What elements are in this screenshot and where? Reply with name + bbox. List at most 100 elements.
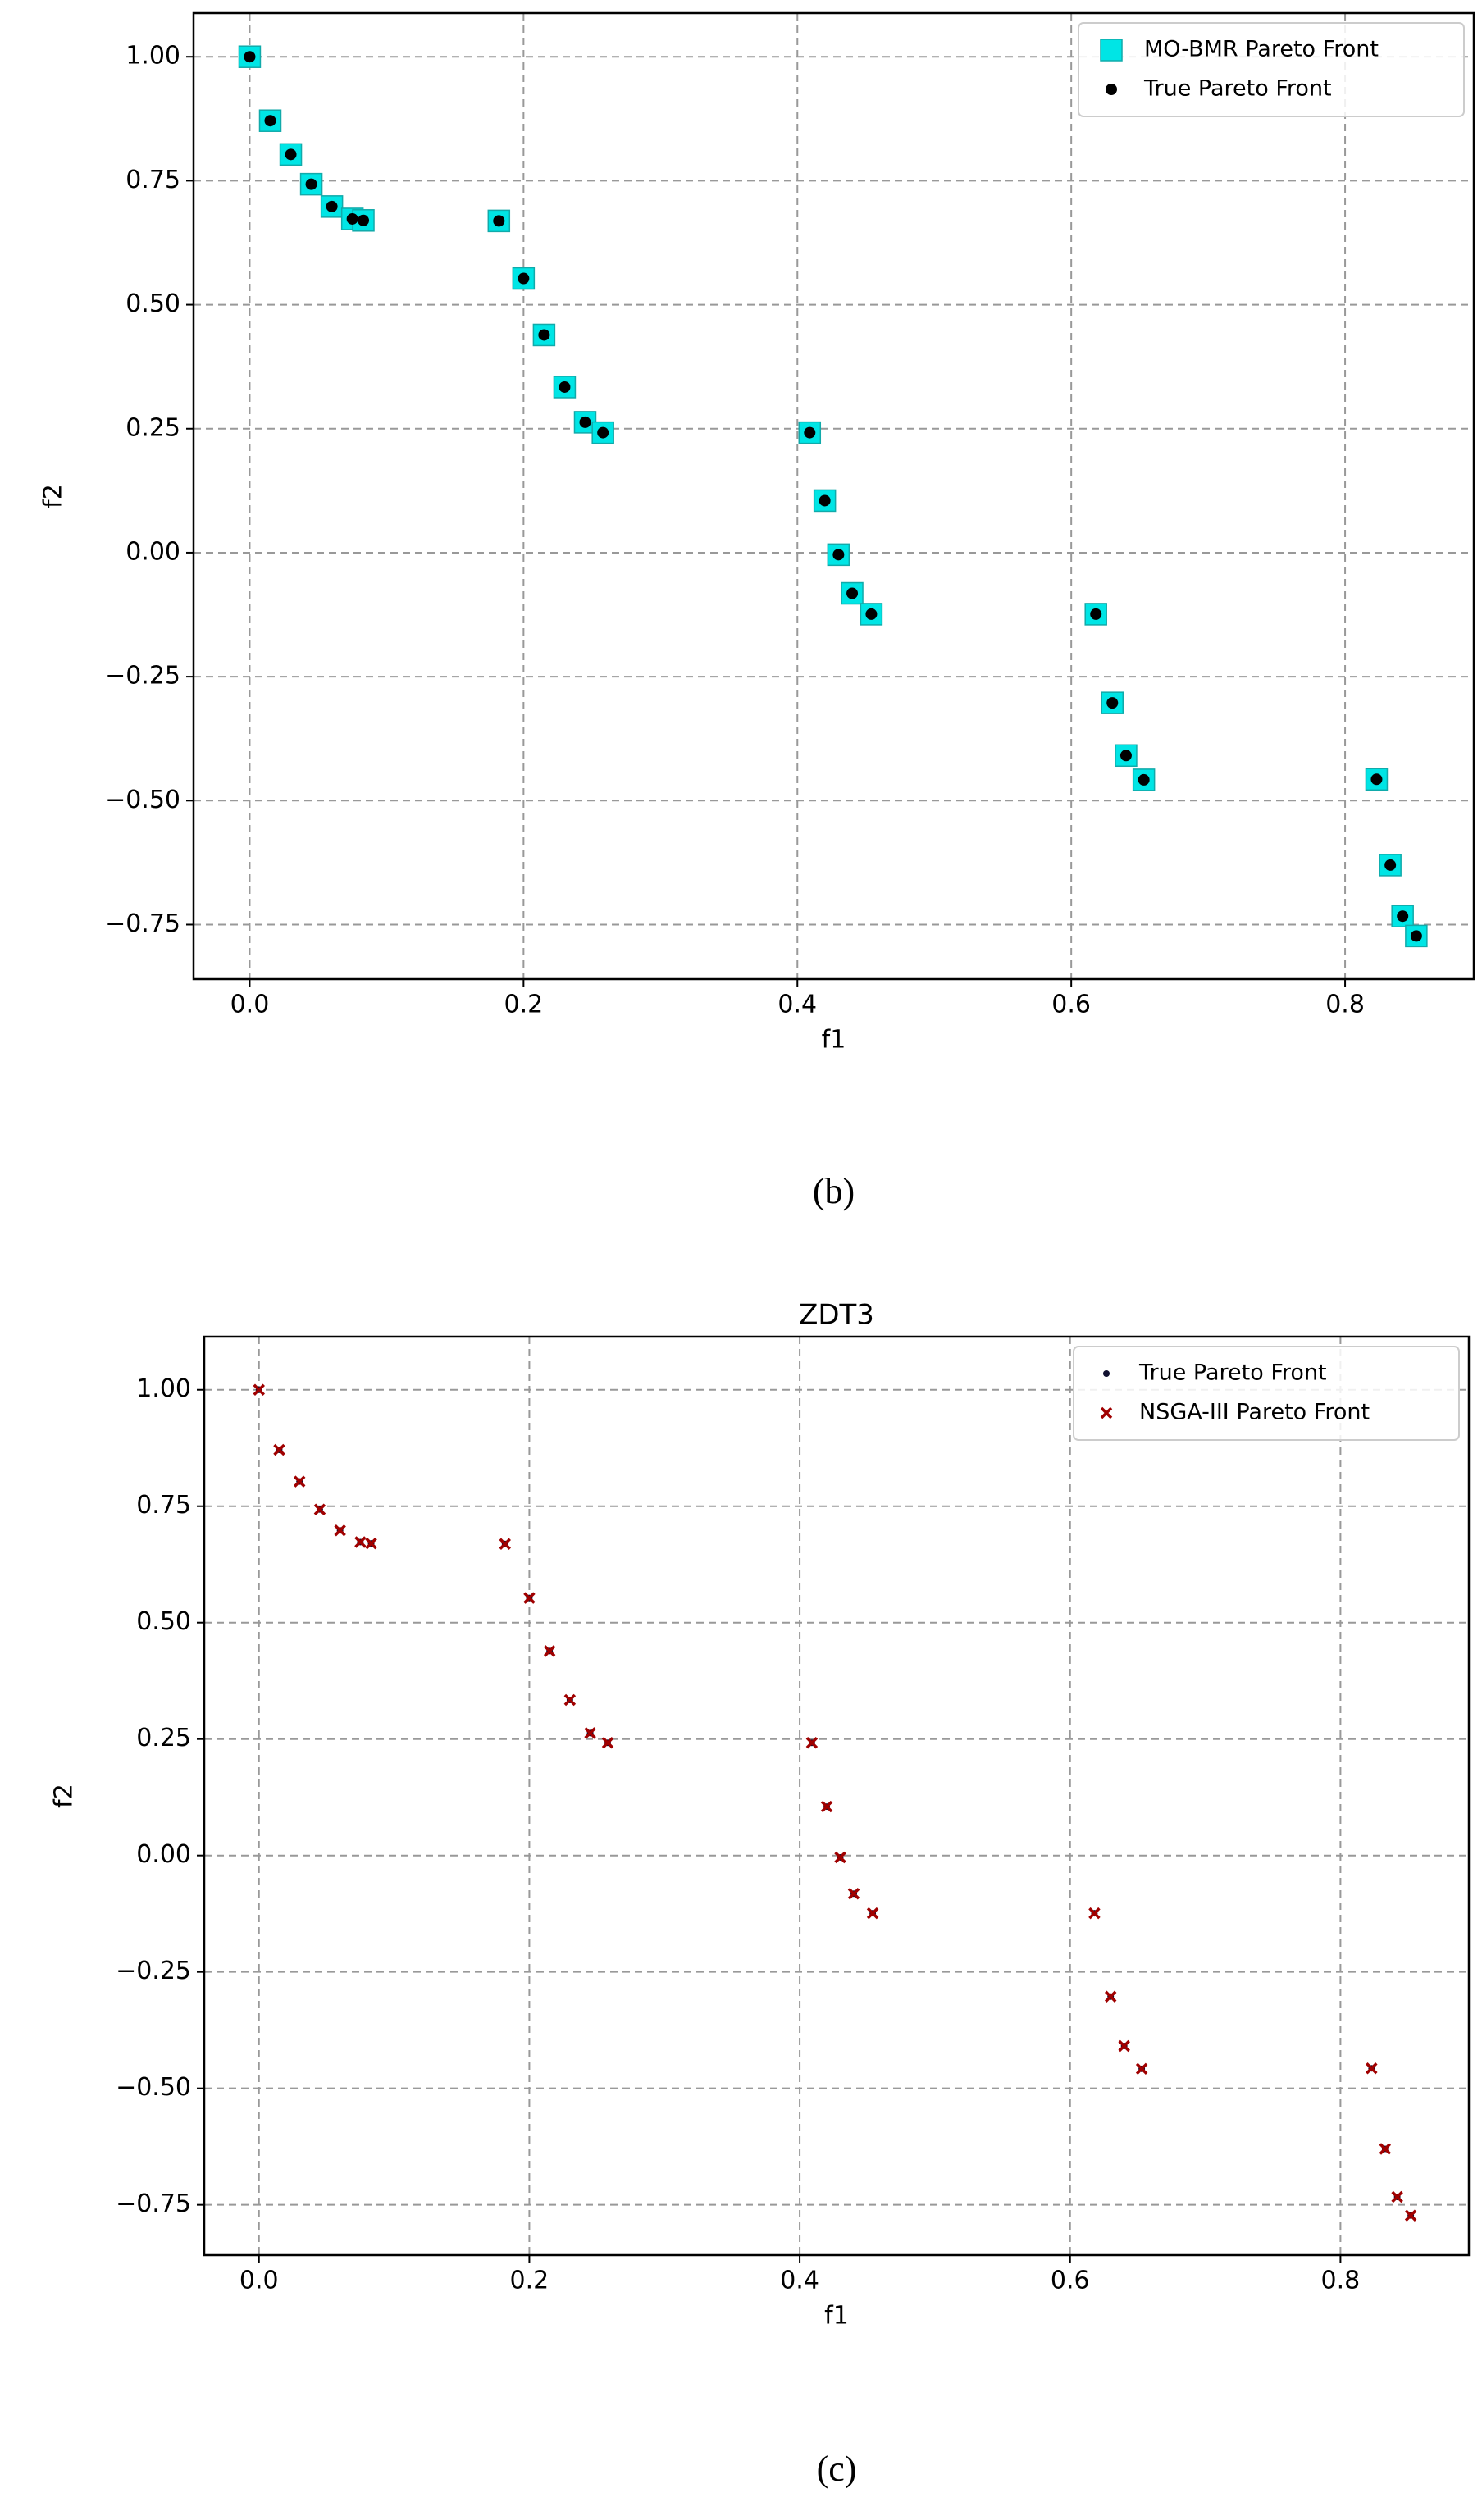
marker-circle xyxy=(358,214,370,226)
marker-x xyxy=(543,1645,556,1657)
marker-x xyxy=(499,1538,511,1550)
marker-circle xyxy=(285,148,297,161)
legend: MO-BMR Pareto Front True Pareto Front xyxy=(1078,22,1465,117)
y-tick-label: 0.75 xyxy=(136,1491,191,1520)
marker-x xyxy=(834,1851,846,1864)
y-tick-label: −0.25 xyxy=(105,662,180,690)
y-tick-label: −0.50 xyxy=(105,786,180,814)
marker-x xyxy=(820,1800,833,1813)
x-tick-label: 0.6 xyxy=(1051,2267,1090,2295)
marker-x xyxy=(1118,2039,1130,2053)
caption: (c) xyxy=(817,2449,857,2489)
marker-x xyxy=(1088,1907,1101,1920)
marker-circle xyxy=(305,178,317,190)
marker-x xyxy=(334,1524,346,1537)
marker-x xyxy=(601,1737,614,1749)
x-tick-label: 0.4 xyxy=(777,991,817,1019)
y-axis-label: f2 xyxy=(39,484,68,508)
y-tick-label: 0.50 xyxy=(125,289,180,318)
marker-circle xyxy=(1384,859,1397,871)
marker-circle xyxy=(804,426,816,439)
series xyxy=(244,51,1422,942)
marker-circle xyxy=(538,329,550,341)
marker-circle xyxy=(493,215,505,227)
legend-label: NSGA-III Pareto Front xyxy=(1139,1400,1370,1425)
caption: (b) xyxy=(813,1171,855,1211)
legend-label: MO-BMR Pareto Front xyxy=(1144,37,1379,62)
marker-square xyxy=(813,489,837,513)
marker-x xyxy=(1100,1406,1113,1419)
marker-circle xyxy=(832,549,845,561)
marker-circle xyxy=(1090,608,1102,620)
y-tick-label: −0.75 xyxy=(105,909,180,938)
marker-circle xyxy=(1397,910,1409,923)
y-tick-label: 0.00 xyxy=(136,1840,191,1869)
marker-x xyxy=(365,1537,377,1550)
chart-panel: 0.0 0.2 0.4 0.6 0.8 −0.75 −0.50 −0.25 0.00 0.25 0.… xyxy=(39,11,1475,1211)
marker-x xyxy=(1379,2143,1392,2155)
marker-circle xyxy=(346,212,358,225)
marker-circle xyxy=(1410,930,1422,942)
marker-square xyxy=(487,209,511,233)
y-axis-label: f2 xyxy=(50,1784,79,1808)
x-axis-label: f1 xyxy=(822,1026,846,1055)
x-axis-label: f1 xyxy=(824,2302,849,2331)
marker-x xyxy=(1135,2062,1148,2076)
series xyxy=(253,1383,1417,2222)
x-tick-label: 0.2 xyxy=(510,2267,549,2295)
marker-x xyxy=(253,1383,265,1396)
marker-x xyxy=(805,1737,819,1749)
marker-x xyxy=(563,1693,577,1707)
marker-circle xyxy=(1138,773,1150,786)
marker-x xyxy=(866,1907,879,1920)
y-tick-label: −0.50 xyxy=(116,2073,191,2102)
marker-x xyxy=(293,1475,306,1488)
marker-circle xyxy=(518,272,530,285)
y-tick-label: 0.50 xyxy=(136,1607,191,1636)
legend: True Pareto Front NSGA-III Pareto Front xyxy=(1073,1346,1460,1441)
series xyxy=(255,1386,1415,2219)
marker-square xyxy=(1391,905,1414,927)
y-tick-label: 0.00 xyxy=(125,537,180,566)
marker-x xyxy=(584,1727,596,1739)
marker-circle xyxy=(559,381,571,393)
y-tick-label: 1.00 xyxy=(125,42,180,71)
marker-circle xyxy=(1106,697,1119,709)
marker-x xyxy=(1366,2062,1378,2075)
marker-circle xyxy=(579,416,591,428)
marker-x xyxy=(1104,1990,1117,2003)
x-tick-label: 0.0 xyxy=(230,991,270,1019)
x-tick-label: 0.8 xyxy=(1321,2267,1361,2295)
chart-panel: 0.0 0.2 0.4 0.6 0.8 −0.75 −0.50 −0.25 0.00 0.25 0.… xyxy=(50,1299,1471,2489)
plot-frame xyxy=(192,11,1475,981)
y-tick-label: −0.75 xyxy=(116,2190,191,2218)
legend-box xyxy=(1073,1346,1460,1441)
marker-x xyxy=(313,1503,326,1515)
marker-circle xyxy=(1370,773,1383,786)
x-tick-label: 0.0 xyxy=(239,2267,279,2295)
y-tick-label: 0.25 xyxy=(136,1724,191,1752)
marker-circle xyxy=(326,200,338,212)
legend-label: True Pareto Front xyxy=(1143,76,1332,102)
y-tick-label: 1.00 xyxy=(136,1374,191,1403)
x-tick-label: 0.4 xyxy=(780,2267,819,2295)
marker-circle xyxy=(1106,84,1117,95)
marker-x xyxy=(273,1443,285,1456)
y-tick-label: 0.75 xyxy=(125,166,180,194)
x-tick-label: 0.2 xyxy=(504,991,543,1019)
marker-circle xyxy=(865,608,878,620)
y-tick-label: −0.25 xyxy=(116,1957,191,1985)
marker-x xyxy=(523,1592,536,1604)
legend-box xyxy=(1078,22,1465,117)
chart-title: ZDT3 xyxy=(799,1299,874,1332)
marker-circle xyxy=(1119,750,1132,762)
y-tick-label: 0.25 xyxy=(125,413,180,442)
marker-x xyxy=(354,1536,367,1548)
marker-x xyxy=(1391,2190,1403,2203)
marker-square xyxy=(1100,39,1123,62)
plot-frame xyxy=(203,1335,1471,2257)
marker-circle xyxy=(264,115,276,127)
marker-dot xyxy=(1103,1370,1110,1377)
x-tick-label: 0.6 xyxy=(1051,991,1091,1019)
